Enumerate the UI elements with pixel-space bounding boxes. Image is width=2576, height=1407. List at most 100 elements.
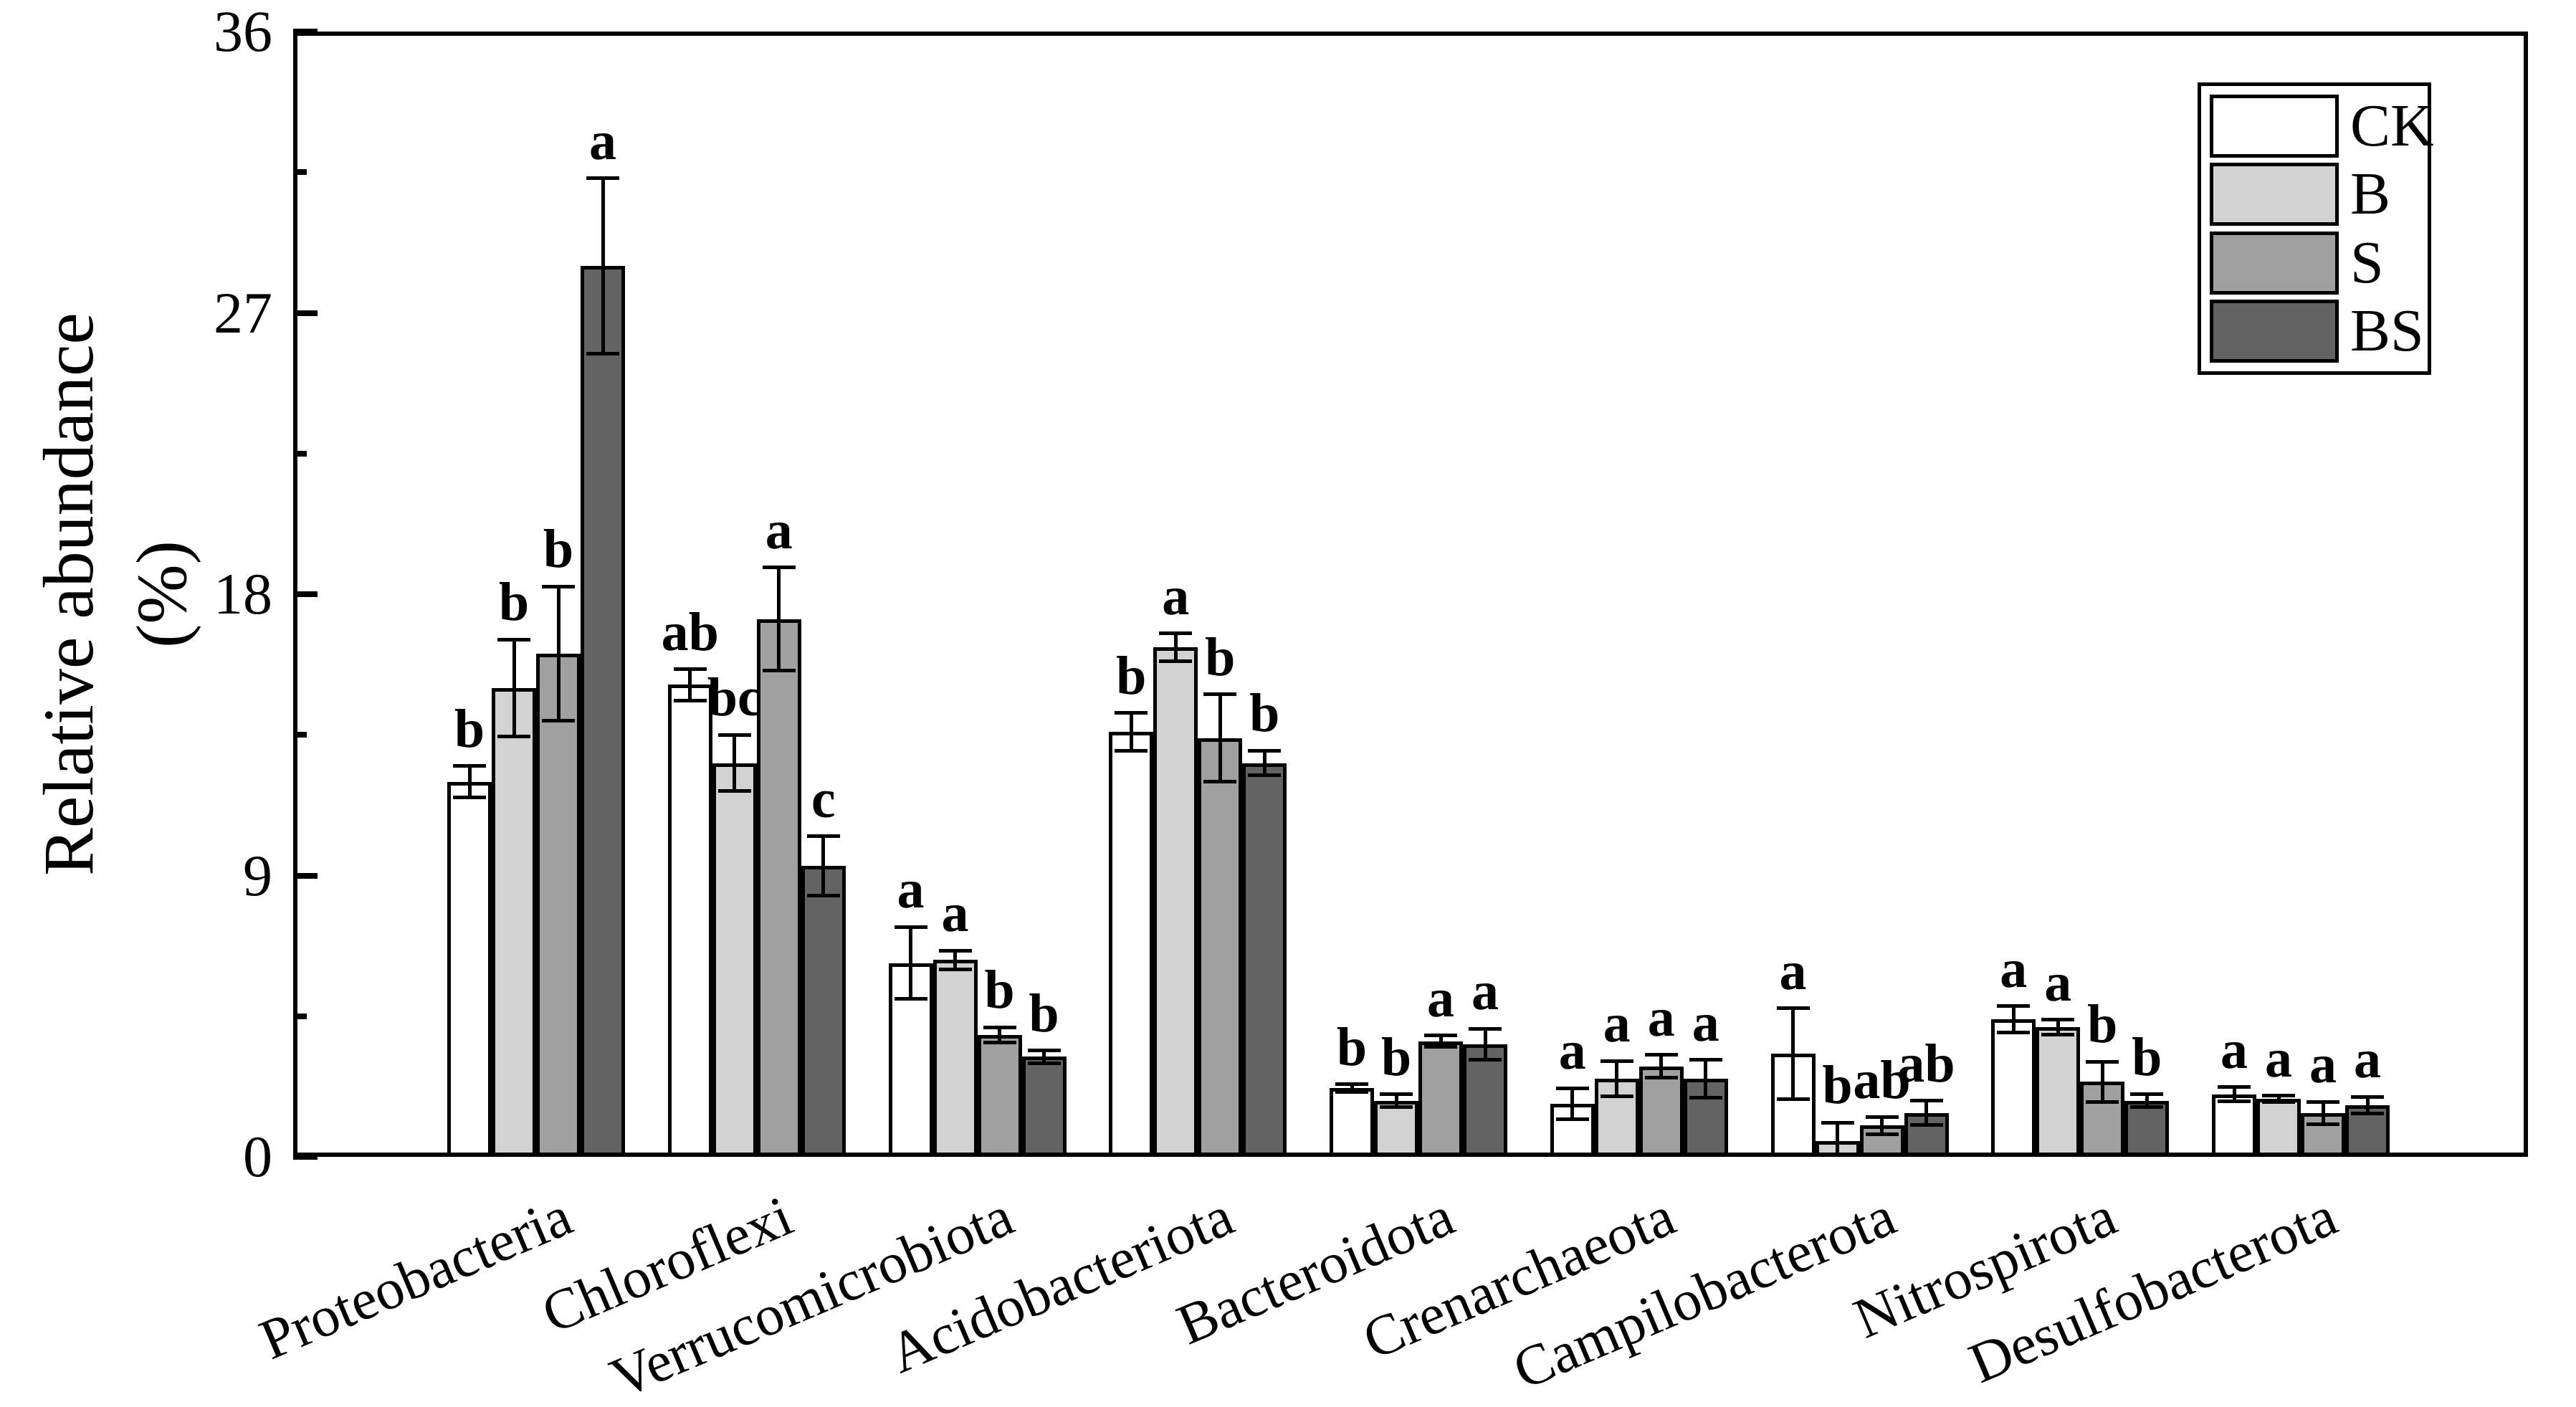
y-tick: [293, 450, 307, 457]
error-bar-cap: [1027, 1049, 1061, 1053]
bar-B-Bacteroidota: [1374, 1100, 1418, 1157]
legend-swatch-S: [2210, 231, 2339, 295]
legend-row-BS: BS: [2210, 299, 2424, 363]
bar-B-Nitrospirota: [2036, 1027, 2081, 1157]
bar-CK-Chloroflexi: [667, 685, 712, 1157]
error-bar-cap: [497, 734, 530, 738]
error-bar-cap: [1469, 1058, 1502, 1062]
bar-CK-Bacteroidota: [1330, 1088, 1374, 1157]
bar-BS-Verrucomicrobiota: [1021, 1057, 1067, 1157]
error-bar-CK-Campilobacterota: [1791, 1008, 1795, 1100]
y-tick: [293, 1154, 318, 1160]
error-bar-cap: [2262, 1094, 2295, 1098]
error-bar-cap: [762, 669, 796, 673]
legend-label-CK: CK: [2350, 92, 2434, 159]
error-bar-cap: [1115, 748, 1148, 753]
error-bar-cap: [1865, 1115, 1899, 1120]
sig-letter-CK-Verrucomicrobiota: a: [897, 859, 925, 920]
error-bar-cap: [1203, 692, 1237, 697]
legend-row-CK: CK: [2210, 95, 2434, 158]
error-bar-cap: [1821, 1153, 1854, 1158]
error-bar-cap: [2041, 1018, 2075, 1022]
error-bar-cap: [1909, 1123, 1943, 1127]
error-bar-cap: [938, 948, 972, 953]
y-tick: [293, 310, 318, 316]
error-bar-cap: [1159, 631, 1193, 635]
bar-B-Acidobacteriota: [1153, 647, 1198, 1157]
error-bar-cap: [1555, 1086, 1589, 1090]
error-bar-cap: [2218, 1100, 2251, 1104]
sig-letter-CK-Chloroflexi: ab: [661, 601, 719, 662]
bar-B-Verrucomicrobiota: [932, 960, 978, 1157]
sig-letter-B-Bacteroidota: b: [1380, 1026, 1412, 1087]
sig-letter-BS-Desulfobacterota: a: [2354, 1029, 2381, 1090]
bar-S-Acidobacteriota: [1198, 738, 1243, 1157]
error-bar-cap: [1115, 711, 1148, 715]
sig-letter-CK-Desulfobacterota: a: [2220, 1019, 2248, 1080]
bar-BS-Chloroflexi: [801, 866, 846, 1157]
category-label-Desulfobacterota: Desulfobacterota: [1960, 1184, 2346, 1396]
error-bar-B-Crenarchaeota: [1615, 1061, 1619, 1097]
sig-letter-B-Acidobacteriota: a: [1162, 566, 1190, 626]
bar-S-Chloroflexi: [756, 619, 801, 1157]
error-bar-cap: [1644, 1053, 1678, 1057]
y-tick: [293, 1013, 307, 1019]
error-bar-B-Bacteroidota: [1394, 1094, 1398, 1107]
y-tick-label-9: 9: [243, 842, 272, 908]
error-bar-BS-Chloroflexi: [821, 836, 826, 896]
error-bar-S-Nitrospirota: [2100, 1062, 2104, 1102]
error-bar-BS-Campilobacterota: [1924, 1100, 1928, 1125]
error-bar-S-Acidobacteriota: [1218, 694, 1222, 782]
sig-letter-S-Proteobacteria: b: [543, 519, 574, 580]
error-bar-CK-Chloroflexi: [688, 669, 692, 701]
error-bar-S-Proteobacteria: [556, 586, 560, 721]
error-bar-cap: [1424, 1034, 1457, 1038]
error-bar-cap: [2130, 1092, 2164, 1097]
legend: CK B S BS: [2198, 82, 2434, 375]
error-bar-CK-Desulfobacterota: [2232, 1087, 2236, 1102]
sig-letter-S-Chloroflexi: a: [765, 500, 793, 561]
bar-S-Verrucomicrobiota: [977, 1034, 1022, 1157]
error-bar-cap: [2262, 1100, 2295, 1105]
sig-letter-S-Verrucomicrobiota: b: [984, 960, 1015, 1021]
error-bar-cap: [1380, 1092, 1413, 1097]
error-bar-B-Desulfobacterota: [2276, 1095, 2281, 1102]
error-bar-cap: [894, 997, 927, 1001]
error-bar-cap: [673, 698, 707, 702]
error-bar-cap: [1424, 1044, 1457, 1049]
bar-CK-Proteobacteria: [447, 781, 492, 1157]
sig-letter-B-Crenarchaeota: a: [1603, 993, 1631, 1054]
bar-B-Desulfobacterota: [2256, 1099, 2301, 1157]
error-bar-cap: [1248, 773, 1282, 778]
error-bar-B-Acidobacteriota: [1173, 633, 1178, 662]
bar-S-Crenarchaeota: [1638, 1066, 1684, 1157]
error-bar-cap: [497, 637, 530, 642]
error-bar-cap: [542, 584, 575, 588]
sig-letter-S-Desulfobacterota: a: [2309, 1034, 2337, 1095]
error-bar-CK-Proteobacteria: [467, 765, 472, 798]
error-bar-cap: [1821, 1120, 1854, 1125]
error-bar-CK-Nitrospirota: [2011, 1006, 2016, 1033]
sig-letter-CK-Proteobacteria: b: [454, 698, 485, 759]
error-bar-BS-Bacteroidota: [1483, 1029, 1487, 1060]
error-bar-BS-Acidobacteriota: [1262, 750, 1266, 776]
sig-letter-B-Chloroflexi: bc: [707, 667, 762, 728]
error-bar-cap: [938, 967, 972, 971]
error-bar-cap: [806, 894, 840, 898]
error-bar-S-Bacteroidota: [1439, 1035, 1443, 1047]
error-bar-cap: [1776, 1097, 1810, 1101]
sig-letter-BS-Bacteroidota: a: [1471, 961, 1499, 1022]
error-bar-cap: [673, 667, 707, 672]
legend-swatch-CK: [2210, 95, 2339, 158]
error-bar-B-Chloroflexi: [733, 735, 737, 791]
error-bar-cap: [586, 351, 619, 356]
error-bar-S-Campilobacterota: [1880, 1117, 1884, 1135]
error-bar-cap: [1644, 1075, 1678, 1079]
bar-BS-Nitrospirota: [2124, 1100, 2170, 1157]
error-bar-cap: [2086, 1100, 2119, 1104]
y-tick-label-0: 0: [243, 1124, 272, 1189]
error-bar-B-Verrucomicrobiota: [953, 950, 957, 970]
sig-letter-B-Campilobacterota: b: [1822, 1055, 1853, 1116]
legend-label-B: B: [2350, 161, 2391, 228]
